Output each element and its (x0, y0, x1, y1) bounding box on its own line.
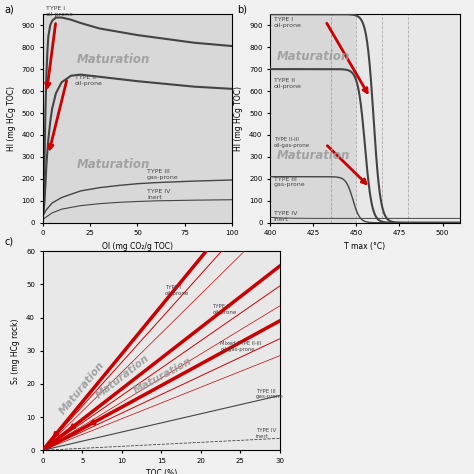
Text: TYPE II
oil-prone: TYPE II oil-prone (273, 78, 301, 89)
Text: b): b) (237, 5, 247, 15)
Text: TYPE IV
inert: TYPE IV inert (147, 189, 170, 200)
Text: TYPE IV
inert: TYPE IV inert (256, 428, 276, 438)
Text: Maturation: Maturation (132, 356, 193, 396)
Y-axis label: HI (mg HCg TOC): HI (mg HCg TOC) (235, 86, 244, 151)
Text: TYPE IV
inert: TYPE IV inert (273, 211, 297, 221)
Text: TYPE I
oil-prone: TYPE I oil-prone (46, 6, 73, 17)
Text: c): c) (5, 237, 14, 247)
Text: Maturation: Maturation (277, 149, 350, 162)
Text: Maturation: Maturation (58, 359, 107, 416)
X-axis label: TOC (%): TOC (%) (146, 469, 177, 474)
Text: Maturation: Maturation (77, 53, 150, 65)
X-axis label: T max (°C): T max (°C) (345, 242, 385, 251)
Text: TYPE I
oil-prone: TYPE I oil-prone (165, 285, 189, 296)
X-axis label: OI (mg CO₂/g TOC): OI (mg CO₂/g TOC) (102, 242, 173, 251)
Text: TYPE II
oil-prone: TYPE II oil-prone (212, 304, 237, 315)
Text: TYPE I
oil-prone: TYPE I oil-prone (273, 17, 301, 27)
Text: TYPE III
gas-prone: TYPE III gas-prone (256, 389, 284, 400)
Text: Maturation: Maturation (77, 158, 150, 171)
Text: Maturation: Maturation (277, 50, 350, 64)
Text: Mixed TYPE II-III
oil-gas-prone: Mixed TYPE II-III oil-gas-prone (220, 341, 262, 352)
Text: TYPE III
gas-prone: TYPE III gas-prone (147, 169, 179, 180)
Text: TYPE II
oil-prone: TYPE II oil-prone (75, 75, 103, 86)
Y-axis label: HI (mg HCg TOC): HI (mg HCg TOC) (7, 86, 16, 151)
Text: Maturation: Maturation (94, 353, 151, 401)
Text: a): a) (5, 5, 15, 15)
Text: TYPE II-III
oil-gas-prone: TYPE II-III oil-gas-prone (273, 137, 310, 148)
Bar (356, 14, 460, 223)
Y-axis label: S₂ (mg HCg rock): S₂ (mg HCg rock) (11, 318, 20, 383)
Text: TYPE III
gas-prone: TYPE III gas-prone (273, 177, 305, 188)
